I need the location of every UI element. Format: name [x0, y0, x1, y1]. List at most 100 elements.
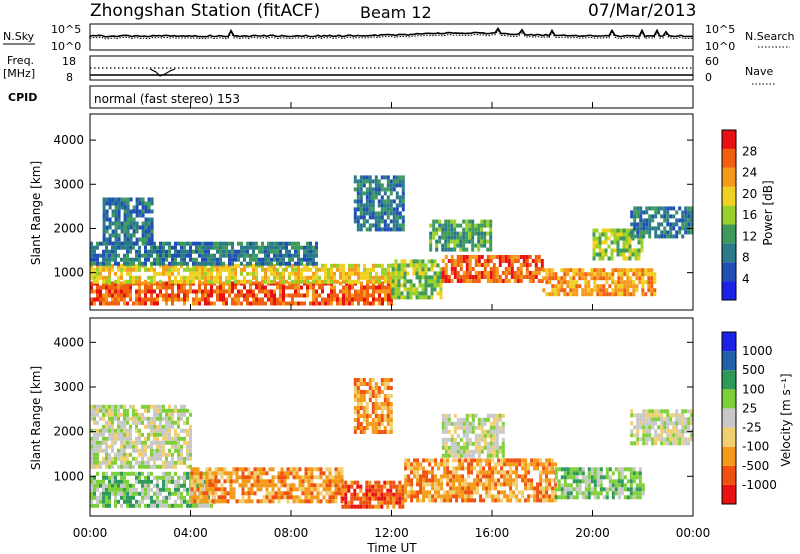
- heatmap-cell: [300, 275, 303, 280]
- heatmap-cell: [365, 191, 369, 196]
- heatmap-cell: [117, 432, 120, 437]
- heatmap-cell: [225, 297, 228, 302]
- heatmap-cell: [357, 293, 360, 298]
- heatmap-cell: [105, 285, 108, 290]
- heatmap-cell: [186, 267, 189, 272]
- heatmap-cell: [198, 297, 201, 302]
- heatmap-cell: [99, 483, 102, 488]
- heatmap-cell: [401, 191, 405, 196]
- heatmap-cell: [504, 275, 508, 279]
- heatmap-cell: [234, 257, 237, 262]
- heatmap-cell: [648, 206, 652, 211]
- heatmap-cell: [638, 475, 642, 480]
- heatmap-cell: [515, 498, 519, 503]
- heatmap-cell: [231, 257, 234, 262]
- heatmap-cell: [371, 504, 375, 509]
- heatmap-cell: [640, 236, 644, 241]
- heatmap-cell: [189, 440, 192, 445]
- heatmap-cell: [450, 235, 454, 240]
- heatmap-cell: [531, 279, 535, 283]
- heatmap-cell: [210, 257, 213, 262]
- heatmap-cell: [620, 284, 624, 289]
- colorbar-swatch: [722, 281, 736, 300]
- heatmap-cell: [572, 475, 576, 480]
- heatmap-cell: [102, 456, 105, 461]
- heatmap-cell: [630, 413, 634, 418]
- heatmap-cell: [262, 499, 266, 504]
- heatmap-cell: [135, 263, 138, 268]
- heatmap-cell: [210, 245, 213, 250]
- heatmap-cell: [626, 276, 630, 281]
- heatmap-cell: [96, 289, 99, 294]
- heatmap-cell: [651, 409, 655, 414]
- heatmap-cell: [219, 245, 222, 250]
- heatmap-cell: [174, 293, 177, 298]
- heatmap-cell: [424, 287, 428, 292]
- heatmap-cell: [159, 253, 162, 258]
- heatmap-cell: [168, 479, 171, 484]
- heatmap-cell: [271, 491, 275, 496]
- heatmap-cell: [138, 420, 141, 425]
- heatmap-cell: [479, 462, 483, 467]
- heatmap-cell: [108, 452, 111, 457]
- heatmap-cell: [222, 267, 225, 272]
- heatmap-cell: [626, 284, 630, 289]
- heatmap-cell: [90, 448, 93, 453]
- heatmap-cell: [153, 428, 156, 433]
- heatmap-cell: [409, 287, 413, 292]
- heatmap-cell: [398, 215, 402, 220]
- heatmap-cell: [398, 195, 402, 200]
- heatmap-cell: [377, 191, 381, 196]
- heatmap-cell: [462, 247, 466, 252]
- heatmap-cell: [156, 271, 159, 276]
- heatmap-cell: [282, 261, 285, 266]
- heatmap-cell: [437, 462, 441, 467]
- heatmap-cell: [368, 195, 372, 200]
- heatmap-cell: [446, 466, 450, 471]
- heatmap-cell: [592, 248, 596, 253]
- heatmap-cell: [690, 437, 694, 442]
- heatmap-cell: [268, 479, 272, 484]
- heatmap-cell: [180, 408, 183, 413]
- heatmap-cell: [554, 471, 558, 476]
- heatmap-cell: [392, 179, 396, 184]
- heatmap-cell: [247, 495, 251, 500]
- heatmap-cell: [126, 253, 129, 258]
- heatmap-cell: [144, 503, 147, 508]
- heatmap-cell: [560, 284, 564, 289]
- heatmap-cell: [687, 437, 691, 442]
- heatmap-cell: [374, 430, 378, 434]
- heatmap-cell: [159, 257, 162, 262]
- heatmap-cell: [255, 245, 258, 250]
- heatmap-cell: [439, 275, 443, 280]
- heatmap-cell: [614, 491, 618, 496]
- heatmap-cell: [617, 288, 621, 293]
- heatmap-cell: [369, 275, 372, 280]
- heatmap-cell: [394, 279, 398, 284]
- heatmap-cell: [356, 227, 360, 232]
- heatmap-cell: [90, 301, 93, 306]
- heatmap-cell: [444, 223, 448, 228]
- heatmap-cell: [381, 275, 384, 280]
- heatmap-cell: [566, 475, 570, 480]
- heatmap-cell: [168, 249, 171, 254]
- heatmap-cell: [425, 474, 429, 479]
- heatmap-cell: [90, 475, 93, 480]
- heatmap-cell: [596, 495, 600, 500]
- heatmap-cell: [566, 280, 570, 285]
- heatmap-cell: [297, 261, 300, 266]
- heatmap-cell: [144, 205, 148, 210]
- heatmap-cell: [581, 276, 585, 281]
- heatmap-cell: [225, 301, 228, 306]
- heatmap-cell: [422, 474, 426, 479]
- heatmap-cell: [450, 267, 454, 271]
- heatmap-cell: [147, 217, 151, 222]
- heatmap-cell: [359, 211, 363, 216]
- heatmap-cell: [315, 261, 318, 266]
- heatmap-cell: [234, 271, 237, 276]
- heatmap-cell: [372, 267, 375, 272]
- heatmap-cell: [479, 498, 483, 503]
- heatmap-cell: [99, 460, 102, 465]
- heatmap-cell: [129, 221, 133, 226]
- heatmap-cell: [651, 441, 655, 446]
